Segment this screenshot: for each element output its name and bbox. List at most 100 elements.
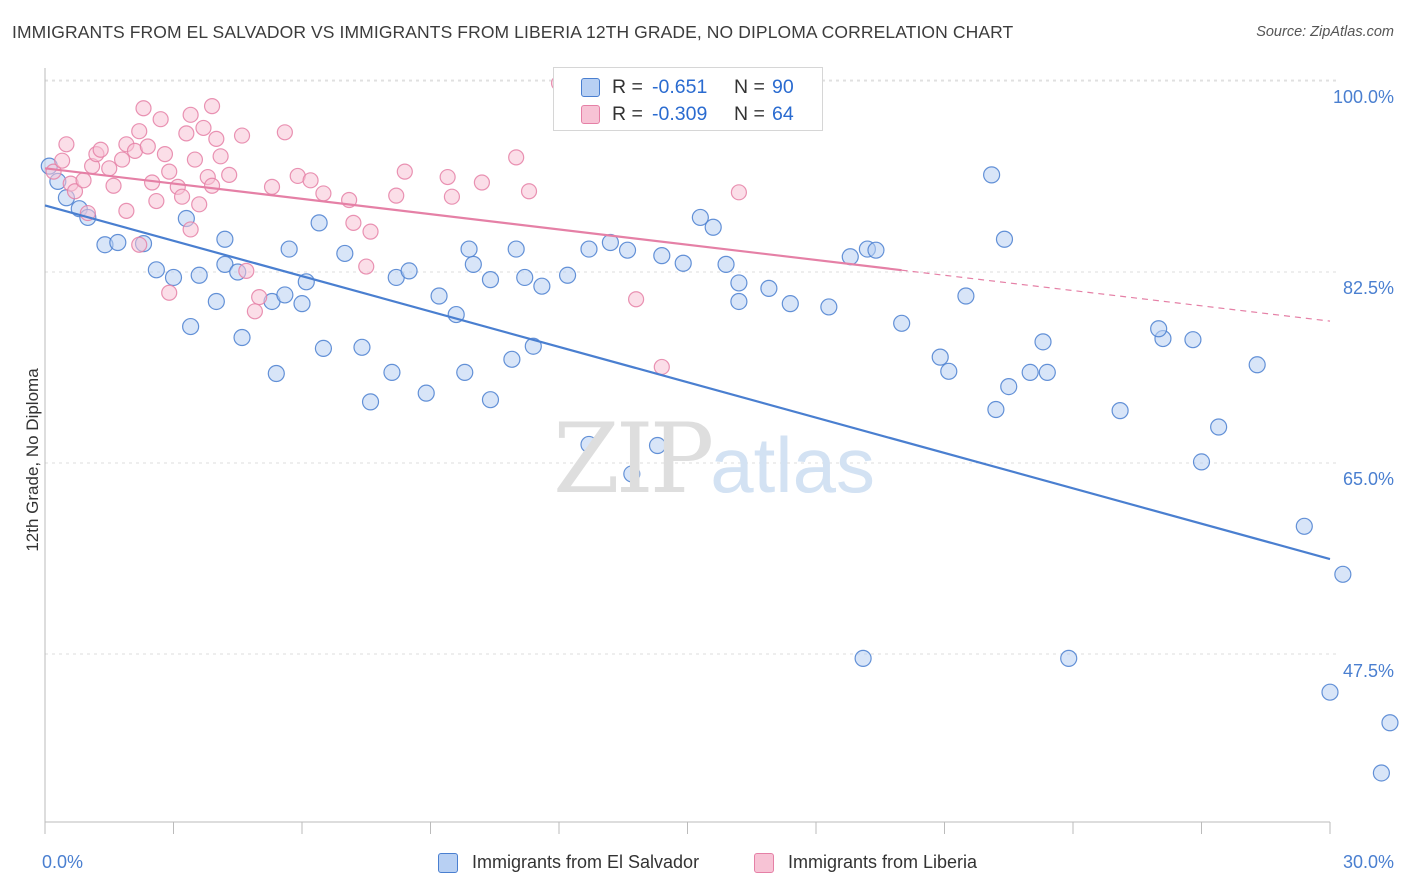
data-point: [161, 284, 178, 301]
legend-swatch: [754, 853, 774, 873]
data-point: [653, 358, 670, 376]
data-point: [1111, 402, 1129, 420]
data-point: [131, 236, 148, 253]
data-point: [1150, 320, 1168, 338]
data-point: [1034, 333, 1052, 351]
legend-n-value: 64: [772, 103, 794, 125]
data-point: [190, 266, 208, 284]
data-point: [353, 338, 371, 356]
data-point: [118, 202, 135, 219]
data-point: [246, 303, 263, 320]
data-point: [75, 172, 92, 189]
data-point: [156, 146, 174, 163]
data-point: [58, 136, 75, 153]
data-point: [101, 160, 118, 177]
data-point: [302, 172, 319, 189]
data-point: [1184, 331, 1202, 349]
data-point: [995, 230, 1014, 248]
data-point: [315, 185, 332, 202]
legend-n-value: 90: [772, 76, 794, 98]
data-point: [131, 123, 148, 140]
data-point: [987, 400, 1005, 419]
data-point: [182, 106, 199, 123]
data-point: [760, 279, 778, 297]
data-point: [820, 298, 838, 316]
source-credit: Source: ZipAtlas.com: [1256, 24, 1394, 40]
data-point: [361, 393, 380, 411]
data-point: [691, 208, 709, 227]
data-point: [207, 292, 225, 311]
data-point: [208, 130, 225, 147]
data-point: [439, 168, 456, 186]
y-tick-label: 47.5%: [1342, 661, 1394, 681]
correlation-legend: R = -0.651 N = 90 R = -0.309 N = 64: [553, 67, 823, 131]
legend-n-label: N =: [734, 76, 765, 98]
data-point: [109, 233, 127, 252]
data-point: [524, 337, 542, 355]
data-point: [730, 274, 748, 292]
data-point: [648, 436, 667, 455]
data-point: [481, 271, 500, 289]
data-point: [173, 188, 191, 205]
legend-label: Immigrants from Liberia: [788, 852, 978, 872]
data-point: [893, 314, 911, 332]
y-tick-label: 65.0%: [1342, 469, 1394, 489]
data-point: [203, 98, 221, 115]
data-point: [940, 362, 958, 380]
data-point: [186, 151, 204, 168]
watermark: ZIPatlas: [553, 403, 875, 515]
x-tick-label: 0.0%: [42, 852, 84, 872]
data-point: [66, 183, 84, 200]
data-point: [854, 649, 872, 667]
data-point: [1334, 565, 1352, 583]
data-point: [704, 218, 722, 236]
data-point: [362, 223, 379, 240]
data-point: [674, 254, 692, 272]
data-point: [191, 196, 208, 213]
x-tick-label: 30.0%: [1342, 852, 1394, 872]
data-point: [957, 287, 975, 305]
data-point: [358, 258, 375, 275]
legend-swatch: [581, 105, 600, 124]
data-point: [233, 127, 251, 144]
data-point: [267, 364, 285, 383]
data-point: [251, 289, 268, 306]
data-point: [1192, 453, 1211, 471]
data-point: [1060, 649, 1078, 667]
data-point: [314, 339, 333, 357]
data-point: [507, 240, 525, 258]
data-point: [508, 149, 525, 166]
legend-r-label: R =: [612, 76, 643, 98]
data-point: [182, 317, 200, 336]
data-point: [263, 178, 281, 195]
data-point: [1248, 356, 1266, 374]
data-point: [276, 124, 293, 141]
data-point: [164, 268, 183, 287]
y-axis-label: 12th Grade, No Diploma: [23, 368, 42, 552]
data-point: [396, 163, 413, 180]
data-point: [152, 111, 169, 128]
legend-label: Immigrants from El Salvador: [472, 852, 700, 872]
data-point: [92, 141, 109, 158]
data-point: [148, 192, 165, 210]
data-point: [147, 261, 165, 279]
data-point: [1000, 378, 1018, 396]
data-point: [781, 295, 799, 313]
data-point: [203, 177, 221, 194]
data-point: [161, 163, 178, 180]
data-point: [113, 151, 131, 168]
data-point: [276, 286, 294, 304]
data-point: [520, 183, 538, 200]
legend-r-value: -0.651: [652, 76, 708, 98]
y-tick-label: 100.0%: [1332, 87, 1394, 107]
data-point: [580, 435, 598, 454]
data-point: [580, 240, 598, 258]
data-point: [618, 241, 637, 259]
data-point: [212, 148, 229, 165]
data-point: [310, 214, 328, 232]
data-point: [867, 241, 885, 259]
data-point: [233, 328, 251, 347]
data-point: [139, 138, 156, 155]
data-point: [1210, 418, 1228, 436]
data-point: [178, 125, 195, 142]
